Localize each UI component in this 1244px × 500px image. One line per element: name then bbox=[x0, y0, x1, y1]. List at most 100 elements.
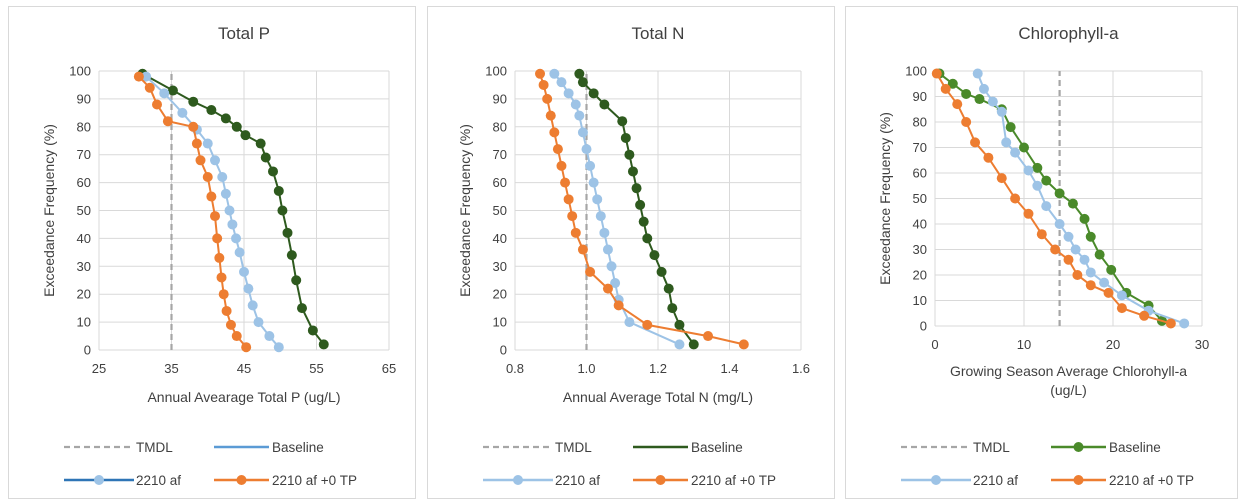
y-tick-label: 10 bbox=[493, 315, 507, 330]
data-point bbox=[556, 77, 567, 88]
data-point bbox=[227, 219, 238, 230]
data-point bbox=[577, 244, 588, 255]
data-point bbox=[1116, 303, 1127, 314]
data-point bbox=[983, 152, 994, 163]
data-point bbox=[231, 331, 242, 342]
data-point bbox=[210, 155, 220, 166]
data-point bbox=[602, 283, 613, 294]
data-point bbox=[552, 144, 563, 155]
data-point bbox=[243, 283, 254, 294]
data-point bbox=[1067, 198, 1078, 209]
data-point bbox=[1063, 231, 1074, 242]
y-tick-label: 70 bbox=[77, 147, 91, 162]
data-point bbox=[606, 261, 617, 272]
x-tick-label: 1.6 bbox=[792, 361, 810, 376]
data-point bbox=[234, 247, 245, 258]
data-point bbox=[688, 339, 699, 350]
series-2210-af-0-tp bbox=[133, 71, 252, 353]
data-point bbox=[260, 152, 271, 163]
y-tick-label: 70 bbox=[913, 140, 927, 155]
data-point bbox=[1041, 201, 1052, 212]
data-point bbox=[144, 82, 155, 93]
data-point bbox=[620, 132, 631, 143]
data-point bbox=[241, 342, 252, 353]
data-point bbox=[610, 278, 621, 289]
legend-marker bbox=[94, 475, 104, 485]
data-point bbox=[674, 319, 685, 330]
y-tick-label: 60 bbox=[493, 175, 507, 190]
data-point bbox=[542, 93, 553, 104]
data-point bbox=[1010, 147, 1021, 158]
data-point bbox=[1050, 244, 1061, 255]
data-point bbox=[167, 85, 178, 96]
x-tick-label: 65 bbox=[382, 361, 396, 376]
data-point bbox=[133, 71, 144, 82]
chart-chlorophyll-a: Chlorophyll-a 0 10 20 30 40 50 60 70 80 90 100 0 10 20… bbox=[877, 24, 1209, 488]
data-point bbox=[214, 252, 225, 263]
legend-item-2210-af-0-tp: 2210 af +0 TP bbox=[633, 473, 776, 488]
data-point bbox=[588, 177, 599, 188]
data-point bbox=[585, 160, 596, 171]
y-axis-label: Exceedance Frequency (%) bbox=[877, 112, 893, 285]
y-tick-label: 40 bbox=[493, 231, 507, 246]
data-point bbox=[703, 331, 714, 342]
data-point bbox=[952, 99, 963, 110]
data-point bbox=[231, 233, 242, 244]
legend-item-2210-af: 2210 af bbox=[64, 473, 181, 488]
y-tick-label: 0 bbox=[84, 343, 91, 358]
data-point bbox=[1106, 264, 1117, 275]
y-tick-label: 30 bbox=[77, 259, 91, 274]
x-tick-label: 1.4 bbox=[720, 361, 738, 376]
data-point bbox=[624, 317, 635, 328]
data-point bbox=[231, 121, 242, 132]
data-point bbox=[631, 183, 642, 194]
data-point bbox=[202, 172, 213, 183]
data-point bbox=[1179, 318, 1190, 329]
legend-item-baseline: Baseline bbox=[633, 440, 743, 455]
data-point bbox=[225, 319, 236, 330]
data-point bbox=[1032, 162, 1043, 173]
data-point bbox=[638, 216, 649, 227]
series-2210-af bbox=[549, 68, 685, 350]
x-tick-label: 0.8 bbox=[506, 361, 524, 376]
data-point bbox=[1032, 180, 1043, 191]
legend-item-2210-af: 2210 af bbox=[483, 473, 600, 488]
legend-item-2210-af: 2210 af bbox=[901, 473, 1018, 488]
data-point bbox=[282, 227, 293, 238]
data-point bbox=[307, 325, 318, 336]
data-point bbox=[1085, 231, 1096, 242]
data-point bbox=[212, 233, 223, 244]
series-line bbox=[578, 73, 695, 345]
legend-marker bbox=[1073, 475, 1084, 485]
data-point bbox=[1005, 122, 1016, 133]
data-point bbox=[1079, 213, 1090, 224]
legend-marker bbox=[513, 475, 523, 485]
legend-item-tmdl: TMDL bbox=[901, 440, 1010, 455]
y-tick-label: 20 bbox=[913, 268, 927, 283]
x-axis-label: Annual Average Total N (mg/L) bbox=[563, 389, 753, 405]
data-point bbox=[268, 166, 278, 177]
data-point bbox=[585, 266, 596, 277]
data-point bbox=[613, 300, 624, 311]
data-point bbox=[1054, 219, 1065, 229]
data-point bbox=[987, 96, 998, 107]
data-point bbox=[1165, 318, 1176, 329]
x-tick-label: 1.2 bbox=[649, 361, 667, 376]
data-point bbox=[221, 305, 232, 316]
series-2210-af-0-tp bbox=[931, 68, 1176, 329]
data-point bbox=[974, 94, 985, 105]
data-point bbox=[667, 303, 678, 314]
y-tick-label: 40 bbox=[77, 231, 91, 246]
data-point bbox=[656, 266, 667, 277]
data-point bbox=[206, 105, 217, 116]
data-point bbox=[588, 88, 599, 99]
legend-item-tmdl: TMDL bbox=[483, 440, 592, 455]
data-point bbox=[1010, 193, 1021, 204]
chart-title: Total N bbox=[632, 24, 685, 43]
data-point bbox=[220, 113, 231, 124]
data-point bbox=[627, 166, 638, 177]
data-point bbox=[216, 272, 227, 283]
data-point bbox=[206, 191, 217, 202]
y-tick-label: 100 bbox=[905, 64, 927, 79]
data-point bbox=[970, 137, 981, 148]
